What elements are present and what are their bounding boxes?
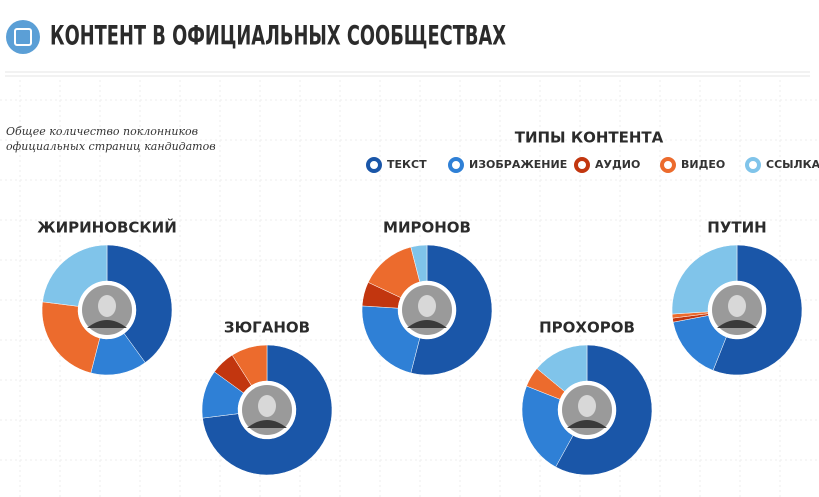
legend-label: АУДИО bbox=[595, 158, 640, 171]
photo-body bbox=[407, 320, 447, 328]
photo-body bbox=[87, 320, 127, 328]
header-icon bbox=[6, 20, 40, 54]
donut-segment bbox=[42, 244, 108, 307]
photo-face bbox=[98, 295, 116, 317]
legend-label: ИЗОБРАЖЕНИЕ bbox=[469, 158, 567, 171]
candidate-name: ЗЮГАНОВ bbox=[224, 319, 310, 337]
candidate-name: ПРОХОРОВ bbox=[539, 319, 635, 337]
legend-swatch bbox=[448, 157, 464, 173]
photo-face bbox=[578, 395, 596, 417]
photo-face bbox=[418, 295, 436, 317]
page-title: КОНТЕНТ В ОФИЦИАЛЬНЫХ СООБЩЕСТВАХ bbox=[50, 21, 506, 52]
subtitle-box: Общее количество поклонников официальных… bbox=[6, 125, 216, 153]
photo-body bbox=[247, 420, 287, 428]
legend-label: ТЕКСТ bbox=[387, 158, 427, 171]
candidate-name: ЖИРИНОВСКИЙ bbox=[37, 218, 177, 237]
photo-body bbox=[717, 320, 757, 328]
photo-face bbox=[728, 295, 746, 317]
legend-swatch bbox=[366, 157, 382, 173]
subtitle: Общее количество поклонников официальных… bbox=[6, 125, 216, 153]
candidate-name: МИРОНОВ bbox=[383, 219, 471, 237]
legend-swatch bbox=[574, 157, 590, 173]
photo-face bbox=[258, 395, 276, 417]
legend-label: ВИДЕО bbox=[681, 158, 725, 171]
header-icon-glyph bbox=[14, 28, 32, 46]
legend-swatch bbox=[660, 157, 676, 173]
photo-body bbox=[567, 420, 607, 428]
legend-label: ССЫЛКА bbox=[766, 158, 819, 171]
legend-title: ТИПЫ КОНТЕНТА bbox=[515, 129, 664, 147]
legend-swatch bbox=[745, 157, 761, 173]
candidate-name: ПУТИН bbox=[707, 219, 766, 237]
